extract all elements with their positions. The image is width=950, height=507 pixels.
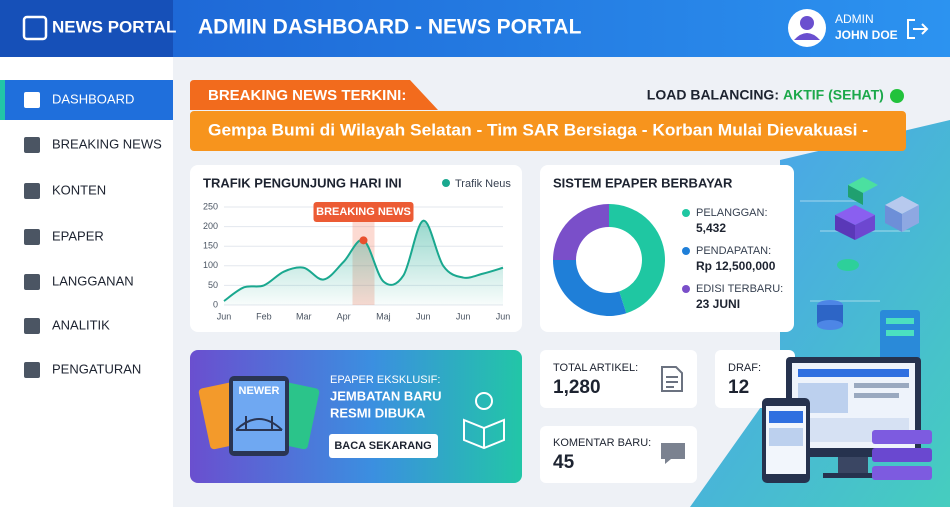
donut-segment — [553, 204, 609, 260]
breaking-tab — [190, 80, 438, 110]
server-icons — [817, 177, 920, 360]
breaking-label: BREAKING NEWS TERKINI: — [208, 87, 406, 104]
y-tick-label: 150 — [203, 241, 218, 251]
stat-card — [540, 350, 697, 408]
stat-value: 12 — [728, 377, 749, 398]
legend-swatch — [442, 179, 450, 187]
stat-label: DRAF: — [728, 362, 761, 374]
devices-illustration — [762, 357, 932, 483]
x-tick-label: Jun — [496, 311, 511, 321]
traffic-title: TRAFIK PENGUNJUNG HARI INI — [203, 175, 402, 190]
menu-icon — [24, 274, 40, 290]
legend-value: 23 JUNI — [696, 297, 740, 311]
x-tick-label: Mar — [296, 311, 312, 321]
menu-active-bar — [0, 80, 5, 120]
stat-value: 45 — [553, 452, 575, 473]
x-tick-label: Jun — [456, 311, 471, 321]
lb-indicator — [890, 89, 904, 103]
legend-swatch — [682, 285, 690, 293]
y-tick-label: 100 — [203, 260, 218, 270]
menu-item[interactable]: ANALITIK — [52, 317, 110, 332]
promo-headline: RESMI DIBUKA — [330, 405, 426, 420]
menu-icon — [24, 137, 40, 153]
promo-headline: JEMBATAN BARU — [330, 388, 441, 403]
x-tick-label: Apr — [337, 311, 351, 321]
menu-icon — [24, 229, 40, 245]
read-button[interactable] — [329, 434, 438, 458]
menu-icon — [24, 362, 40, 378]
donut-segment — [609, 204, 665, 314]
tablets — [198, 376, 320, 456]
menu-item[interactable]: DASHBOARD — [52, 91, 134, 106]
menu-item[interactable]: BREAKING NEWS — [52, 136, 162, 151]
read-button-label[interactable]: BACA SEKARANG — [334, 440, 431, 452]
reader-icon — [463, 392, 505, 450]
donut-segment — [553, 260, 627, 316]
stat-card — [715, 350, 795, 408]
menu-icon — [24, 318, 40, 334]
menu-item[interactable]: PENGATURAN — [52, 361, 141, 376]
annotation-box — [313, 202, 414, 222]
user-role: ADMIN — [835, 12, 874, 26]
annotation-point — [359, 236, 368, 245]
y-tick-label: 200 — [203, 221, 218, 231]
stat-label: KOMENTAR BARU: — [553, 437, 651, 449]
stat-value: 1,280 — [553, 377, 601, 398]
legend-label: Trafik Neus — [455, 178, 511, 190]
legend-label: EDISI TERBARU: — [696, 283, 783, 295]
legend-swatch — [682, 209, 690, 217]
x-tick-label: Maj — [376, 311, 391, 321]
menu-item[interactable]: EPAPER — [52, 228, 104, 243]
logout-icon[interactable] — [907, 19, 929, 39]
menu-item[interactable]: LANGGANAN — [52, 273, 134, 288]
y-tick-label: 50 — [208, 280, 218, 290]
epaper-title: SISTEM EPAPER BERBAYAR — [553, 175, 733, 190]
menu-icon — [24, 183, 40, 199]
lb-status: AKTIF (SEHAT) — [783, 87, 884, 103]
breaking-ticker[interactable]: Gempa Bumi di Wilayah Selatan - Tim SAR … — [208, 120, 868, 139]
promo-label: EPAPER EKSKLUSIF: — [330, 374, 440, 386]
brand-bar — [0, 0, 173, 57]
legend-label: PELANGGAN: — [696, 207, 768, 219]
x-tick-label: Feb — [256, 311, 272, 321]
stat-label: TOTAL ARTIKEL: — [553, 362, 638, 374]
y-tick-label: 0 — [213, 299, 218, 309]
legend-value: 5,432 — [696, 221, 726, 235]
avatar-head — [800, 16, 814, 30]
brand: NEWS PORTAL — [52, 17, 176, 36]
menu-item[interactable]: KONTEN — [52, 182, 106, 197]
ticker-bar — [190, 111, 906, 151]
y-tick-label: 250 — [203, 201, 218, 211]
avatar-body — [794, 33, 820, 40]
user-name: JOHN DOE — [835, 28, 898, 42]
lb-label: LOAD BALANCING: — [647, 87, 779, 103]
comment-icon — [661, 443, 685, 464]
article-icon — [661, 366, 683, 392]
legend-value: Rp 12,500,000 — [696, 259, 776, 273]
annotation: BREAKING NEWS — [316, 206, 411, 218]
x-tick-label: Jun — [217, 311, 232, 321]
x-tick-label: Jun — [416, 311, 431, 321]
legend-label: PENDAPATAN: — [696, 245, 771, 257]
brand-icon — [22, 15, 48, 41]
stat-card — [540, 426, 697, 483]
tablet-label: NEWER — [239, 385, 280, 397]
legend-swatch — [682, 247, 690, 255]
menu-icon — [24, 92, 40, 108]
header-title: ADMIN DASHBOARD - NEWS PORTAL — [198, 16, 582, 39]
